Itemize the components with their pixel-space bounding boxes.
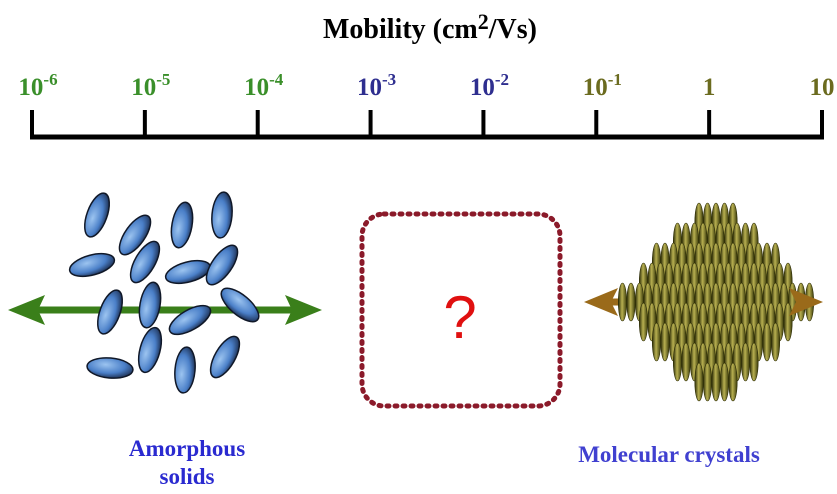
molecule: [784, 303, 792, 341]
molecule: [712, 363, 720, 401]
tick-exponent: -2: [495, 70, 509, 89]
tick-label: 10-4: [244, 70, 284, 101]
molecule: [750, 343, 758, 381]
amorphous-label: Amorphous solids: [129, 436, 245, 489]
tick-base: 1: [703, 74, 716, 101]
tick-label: 10-3: [357, 70, 396, 101]
molecule: [720, 363, 728, 401]
label-line: solids: [160, 464, 215, 489]
tick-base: 10: [131, 74, 156, 101]
molecule: [652, 323, 660, 361]
tick-label: 10-1: [583, 70, 622, 101]
tick-exponent: -4: [269, 70, 284, 89]
tick-base: 10: [810, 74, 835, 101]
molecule: [168, 201, 196, 250]
tick-label: 10: [810, 74, 835, 101]
molecule: [763, 323, 771, 361]
molecule: [210, 191, 234, 239]
molecule: [682, 343, 690, 381]
title-text-after: /Vs): [488, 14, 537, 45]
tick-label: 10-6: [18, 70, 57, 101]
question-mark: ?: [443, 284, 476, 351]
molecule: [216, 283, 264, 328]
title-text: Mobility (cm: [323, 14, 478, 45]
molecule: [695, 363, 703, 401]
label-line: Amorphous: [129, 436, 245, 461]
tick-label: 1: [703, 74, 716, 101]
molecule: [639, 303, 647, 341]
crystal-illustration: [584, 203, 814, 401]
tick-exponent: -3: [382, 70, 396, 89]
molecule: [173, 346, 197, 394]
title: Mobility (cm2/Vs): [323, 9, 537, 45]
molecule: [741, 343, 749, 381]
molecule: [134, 325, 165, 375]
tick-label: 10-2: [470, 70, 509, 101]
tick-label: 10-5: [131, 70, 170, 101]
molecule: [136, 281, 164, 330]
title-superscript: 2: [478, 9, 489, 34]
molecule: [673, 343, 681, 381]
molecule: [80, 190, 115, 240]
crystal-label: Molecular crystals: [578, 442, 760, 467]
diagram: Mobility (cm2/Vs) 10-610-510-410-310-210…: [0, 0, 837, 494]
molecule: [163, 256, 213, 287]
tick-base: 10: [18, 74, 43, 101]
tick-exponent: -6: [43, 70, 57, 89]
tick-exponent: -5: [156, 70, 170, 89]
molecule: [771, 323, 779, 361]
molecule: [618, 283, 626, 321]
tick-base: 10: [470, 74, 495, 101]
amorphous-illustration: [8, 190, 322, 394]
molecule: [703, 363, 711, 401]
tick-base: 10: [583, 74, 608, 101]
molecule: [729, 363, 737, 401]
molecule: [627, 283, 635, 321]
molecule: [86, 356, 134, 380]
tick-base: 10: [357, 74, 382, 101]
tick-base: 10: [244, 74, 269, 101]
molecule: [205, 332, 245, 382]
molecule: [165, 300, 215, 340]
molecule: [661, 323, 669, 361]
molecule: [67, 249, 117, 280]
tick-exponent: -1: [608, 70, 622, 89]
